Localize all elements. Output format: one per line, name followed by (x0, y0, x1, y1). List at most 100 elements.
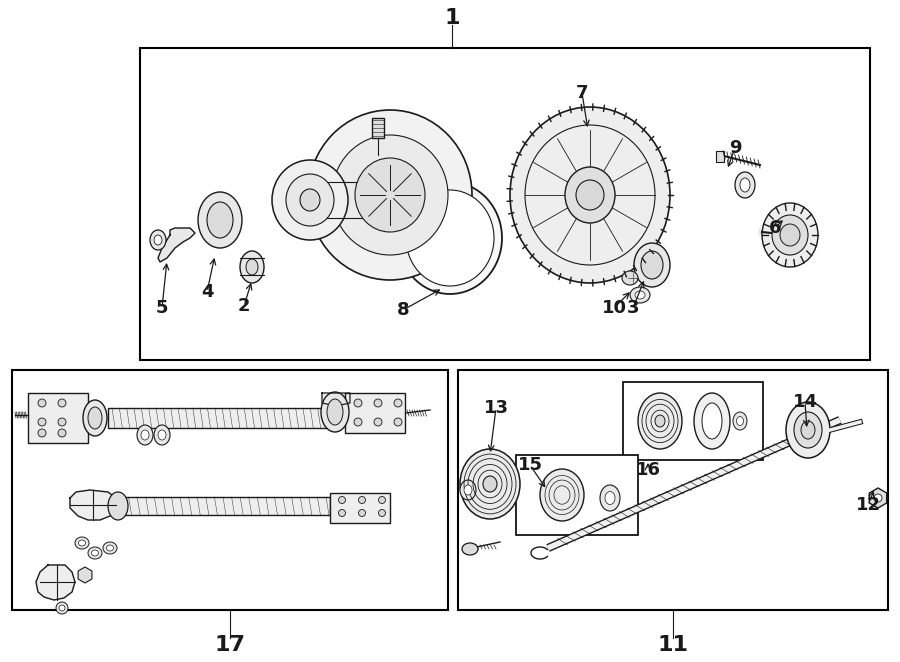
Ellipse shape (655, 415, 665, 427)
Text: 13: 13 (483, 399, 508, 417)
Ellipse shape (510, 107, 670, 283)
Circle shape (338, 510, 346, 516)
Polygon shape (70, 490, 116, 520)
Ellipse shape (630, 287, 650, 303)
Ellipse shape (198, 192, 242, 248)
Text: 6: 6 (769, 219, 781, 237)
Bar (116, 497, 330, 515)
Ellipse shape (321, 392, 349, 432)
Ellipse shape (103, 542, 117, 554)
Circle shape (874, 494, 882, 502)
Ellipse shape (240, 251, 264, 283)
Text: 2: 2 (238, 297, 250, 315)
Ellipse shape (740, 178, 750, 192)
Ellipse shape (733, 412, 747, 430)
Text: 3: 3 (626, 299, 639, 317)
Ellipse shape (406, 190, 494, 286)
Ellipse shape (150, 230, 166, 250)
Ellipse shape (460, 449, 520, 519)
Ellipse shape (355, 158, 425, 232)
Circle shape (354, 418, 362, 426)
Bar (28, 393, 88, 443)
Ellipse shape (694, 393, 730, 449)
Ellipse shape (634, 243, 670, 287)
Circle shape (394, 399, 402, 407)
Ellipse shape (786, 402, 830, 458)
Ellipse shape (154, 235, 162, 245)
Ellipse shape (702, 403, 722, 439)
Ellipse shape (565, 167, 615, 223)
Circle shape (374, 399, 382, 407)
Circle shape (354, 399, 362, 407)
Ellipse shape (207, 202, 233, 238)
Ellipse shape (154, 425, 170, 445)
Circle shape (358, 510, 365, 516)
Text: 16: 16 (635, 461, 661, 479)
Bar (345, 393, 405, 433)
Ellipse shape (635, 291, 645, 299)
Ellipse shape (600, 485, 620, 511)
Ellipse shape (308, 110, 472, 280)
Ellipse shape (83, 400, 107, 436)
Circle shape (379, 496, 385, 504)
Circle shape (56, 602, 68, 614)
Ellipse shape (78, 540, 86, 546)
Circle shape (58, 418, 66, 426)
Text: 4: 4 (201, 283, 213, 301)
Ellipse shape (88, 547, 102, 559)
Ellipse shape (286, 174, 334, 226)
Circle shape (38, 418, 46, 426)
Ellipse shape (622, 271, 638, 285)
Ellipse shape (108, 492, 128, 520)
Text: 15: 15 (518, 456, 543, 474)
Bar (330, 493, 390, 523)
Text: 10: 10 (601, 299, 626, 317)
Ellipse shape (300, 189, 320, 211)
Circle shape (338, 496, 346, 504)
Ellipse shape (780, 224, 800, 246)
Bar (140, 48, 870, 360)
Ellipse shape (75, 537, 89, 549)
Ellipse shape (794, 412, 822, 448)
Ellipse shape (158, 430, 166, 440)
Ellipse shape (137, 425, 153, 445)
Ellipse shape (141, 430, 149, 440)
Ellipse shape (88, 407, 102, 429)
Polygon shape (36, 565, 75, 600)
Bar (623, 382, 763, 460)
Circle shape (374, 418, 382, 426)
Ellipse shape (332, 135, 448, 255)
Ellipse shape (327, 399, 343, 425)
Ellipse shape (398, 182, 502, 294)
Ellipse shape (801, 421, 815, 439)
Text: 14: 14 (793, 393, 817, 411)
Polygon shape (322, 393, 350, 406)
Bar (308, 182, 390, 218)
Ellipse shape (106, 545, 113, 551)
Circle shape (38, 399, 46, 407)
Polygon shape (158, 228, 195, 262)
Ellipse shape (92, 550, 98, 556)
Text: 7: 7 (576, 84, 589, 102)
Ellipse shape (605, 491, 615, 504)
Circle shape (58, 399, 66, 407)
Text: 11: 11 (658, 635, 688, 655)
Text: 8: 8 (397, 301, 410, 319)
Ellipse shape (638, 393, 682, 449)
Circle shape (379, 510, 385, 516)
Ellipse shape (272, 160, 348, 240)
Circle shape (358, 496, 365, 504)
Circle shape (394, 418, 402, 426)
Ellipse shape (460, 480, 476, 500)
Ellipse shape (736, 416, 743, 426)
Text: 1: 1 (445, 8, 460, 28)
Ellipse shape (246, 259, 258, 275)
Ellipse shape (735, 172, 755, 198)
Ellipse shape (762, 203, 818, 267)
Text: 17: 17 (214, 635, 246, 655)
Text: 12: 12 (856, 496, 880, 514)
Bar (372, 118, 384, 138)
Bar (458, 370, 888, 610)
Circle shape (58, 429, 66, 437)
Ellipse shape (772, 215, 808, 255)
